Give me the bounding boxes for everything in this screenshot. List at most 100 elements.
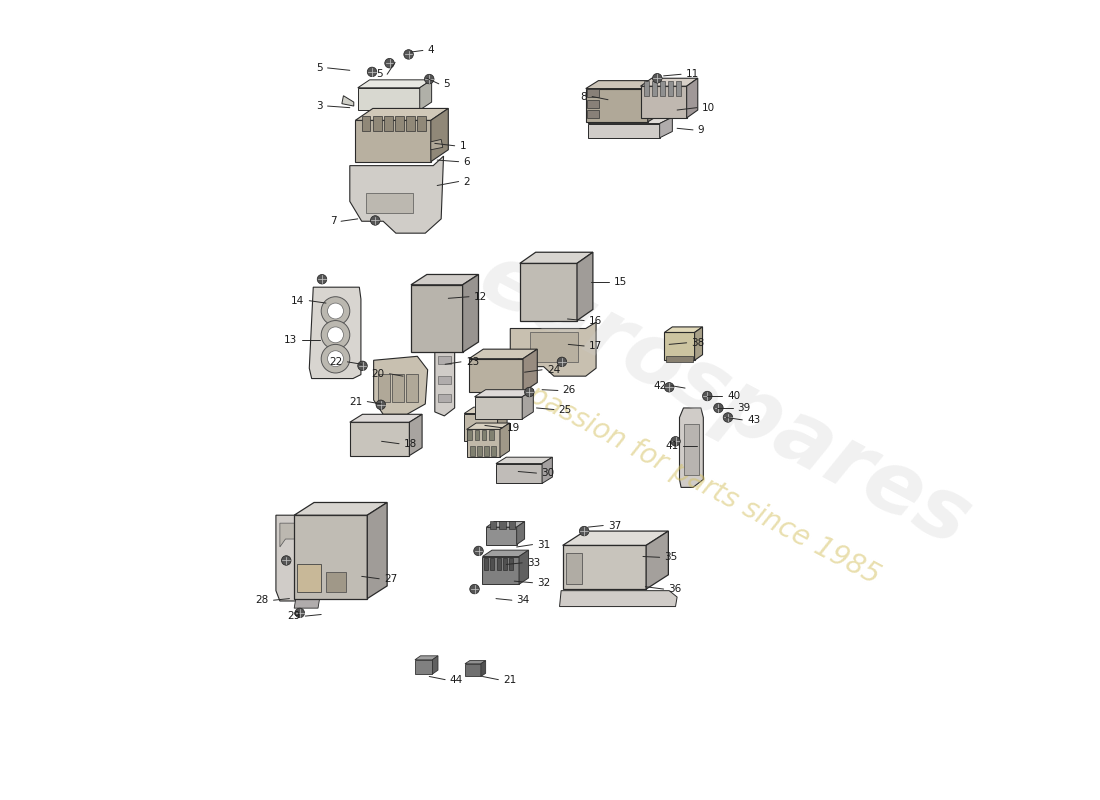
- Polygon shape: [434, 344, 454, 416]
- Circle shape: [474, 546, 483, 556]
- Polygon shape: [276, 515, 320, 601]
- Polygon shape: [664, 333, 694, 360]
- Polygon shape: [694, 327, 703, 360]
- Text: 10: 10: [702, 102, 715, 113]
- Polygon shape: [563, 546, 646, 589]
- Text: 26: 26: [563, 386, 576, 395]
- Polygon shape: [431, 139, 442, 150]
- Circle shape: [385, 58, 394, 68]
- Circle shape: [367, 67, 377, 77]
- Polygon shape: [517, 522, 525, 545]
- Text: 13: 13: [284, 335, 297, 346]
- Text: 31: 31: [537, 539, 550, 550]
- Polygon shape: [431, 109, 449, 162]
- Polygon shape: [415, 656, 438, 660]
- Polygon shape: [469, 349, 537, 358]
- Polygon shape: [578, 252, 593, 321]
- Polygon shape: [664, 327, 703, 333]
- Polygon shape: [648, 81, 660, 122]
- Polygon shape: [660, 117, 672, 138]
- Circle shape: [295, 608, 305, 618]
- Text: 40: 40: [727, 391, 740, 401]
- Polygon shape: [563, 531, 669, 546]
- Bar: [660, 82, 666, 96]
- Polygon shape: [486, 522, 525, 527]
- Polygon shape: [420, 80, 431, 110]
- Circle shape: [328, 350, 343, 366]
- Bar: [666, 355, 693, 362]
- Polygon shape: [640, 78, 697, 86]
- Text: a passion for parts since 1985: a passion for parts since 1985: [502, 369, 884, 590]
- Bar: [438, 356, 451, 364]
- Bar: [377, 374, 389, 402]
- Polygon shape: [279, 523, 309, 547]
- Polygon shape: [680, 408, 703, 487]
- Polygon shape: [294, 598, 320, 608]
- Text: 21: 21: [350, 397, 363, 406]
- Bar: [297, 565, 321, 592]
- Polygon shape: [530, 333, 578, 362]
- Bar: [490, 521, 496, 529]
- Circle shape: [671, 437, 680, 446]
- Polygon shape: [432, 656, 438, 674]
- Polygon shape: [350, 422, 409, 456]
- Polygon shape: [411, 285, 463, 352]
- Polygon shape: [646, 531, 669, 589]
- Polygon shape: [474, 390, 534, 397]
- Circle shape: [321, 321, 350, 349]
- Bar: [395, 115, 404, 131]
- Bar: [587, 90, 600, 98]
- Text: 24: 24: [547, 365, 560, 375]
- Text: 39: 39: [737, 403, 750, 413]
- Polygon shape: [294, 515, 367, 598]
- Polygon shape: [309, 287, 361, 378]
- Bar: [438, 376, 451, 384]
- Circle shape: [317, 274, 327, 284]
- Polygon shape: [464, 414, 497, 442]
- Text: 28: 28: [255, 595, 268, 605]
- Text: 4: 4: [428, 46, 435, 55]
- Polygon shape: [466, 423, 509, 430]
- Polygon shape: [466, 430, 499, 457]
- Bar: [384, 115, 393, 131]
- Text: 23: 23: [465, 357, 478, 367]
- Bar: [675, 82, 681, 96]
- Text: 38: 38: [692, 338, 705, 348]
- Polygon shape: [542, 457, 552, 483]
- Text: 9: 9: [697, 125, 704, 135]
- Polygon shape: [510, 322, 596, 376]
- Text: 5: 5: [443, 79, 450, 89]
- Text: 44: 44: [450, 674, 463, 685]
- Bar: [499, 521, 506, 529]
- Bar: [362, 115, 371, 131]
- Text: 29: 29: [287, 611, 300, 621]
- Polygon shape: [358, 88, 420, 110]
- Circle shape: [723, 413, 733, 422]
- Bar: [438, 394, 451, 402]
- Text: 33: 33: [527, 558, 540, 568]
- Text: 11: 11: [686, 70, 700, 79]
- Polygon shape: [522, 390, 534, 419]
- Bar: [503, 558, 507, 570]
- Polygon shape: [640, 86, 686, 118]
- Polygon shape: [496, 463, 542, 483]
- Circle shape: [714, 403, 723, 413]
- Text: 6: 6: [463, 157, 470, 166]
- Bar: [484, 558, 488, 570]
- Polygon shape: [586, 81, 660, 89]
- Text: 1: 1: [460, 141, 466, 150]
- Circle shape: [328, 327, 343, 342]
- Text: 7: 7: [330, 216, 337, 226]
- Circle shape: [328, 303, 343, 319]
- Polygon shape: [496, 457, 552, 463]
- Polygon shape: [588, 117, 672, 123]
- Circle shape: [404, 50, 414, 59]
- Polygon shape: [520, 263, 578, 321]
- Text: 36: 36: [669, 584, 682, 594]
- Polygon shape: [499, 423, 509, 457]
- Bar: [644, 82, 649, 96]
- Polygon shape: [520, 252, 593, 263]
- Bar: [326, 572, 345, 592]
- Polygon shape: [365, 194, 414, 214]
- Text: 21: 21: [503, 674, 516, 685]
